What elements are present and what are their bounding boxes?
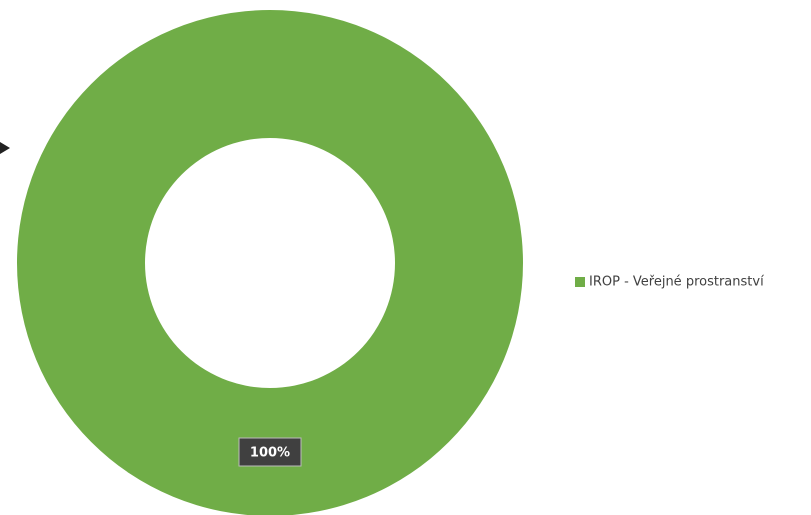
data-label-box: [238, 437, 302, 467]
legend-swatch: [575, 277, 585, 287]
cursor-arrow: [0, 142, 10, 154]
donut-segment: [17, 10, 523, 515]
data-label: 100%: [250, 446, 290, 461]
legend-label: IROP - Veřejné prostranství: [589, 275, 764, 290]
